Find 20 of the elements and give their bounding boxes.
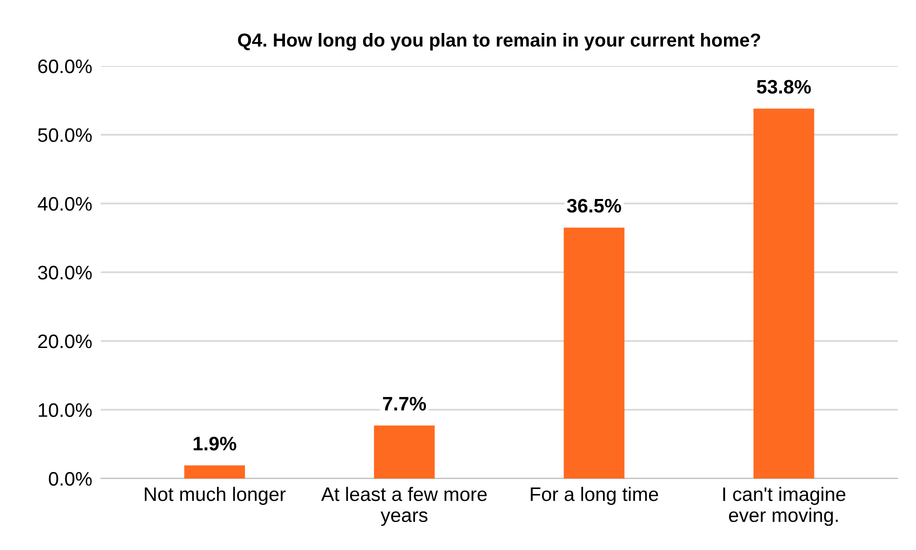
x-tick-label: I can't imagine ever moving. xyxy=(723,486,846,526)
y-tick-label: 10.0% xyxy=(38,403,92,417)
y-tick-label: 40.0% xyxy=(38,196,92,211)
x-tick-label: For a long time xyxy=(530,486,658,505)
bar xyxy=(753,108,814,478)
y-tick-label: 20.0% xyxy=(38,334,92,348)
data-label: 53.8% xyxy=(756,80,811,94)
x-tick-label: Not much longer xyxy=(144,486,286,505)
data-label: 1.9% xyxy=(194,436,236,450)
data-label: 7.7% xyxy=(383,396,426,411)
bar xyxy=(374,426,435,478)
bar xyxy=(184,465,245,478)
bar xyxy=(564,228,624,478)
y-tick-label: 50.0% xyxy=(38,128,92,142)
data-label: 36.5% xyxy=(566,198,622,213)
x-tick-label: At least a few more years xyxy=(321,486,487,526)
y-tick-label: 0.0% xyxy=(48,472,92,486)
y-tick-label: 60.0% xyxy=(38,59,92,74)
chart-title: Q4. How long do you plan to remain in your current home? xyxy=(238,32,760,51)
y-tick-label: 30.0% xyxy=(38,266,92,280)
